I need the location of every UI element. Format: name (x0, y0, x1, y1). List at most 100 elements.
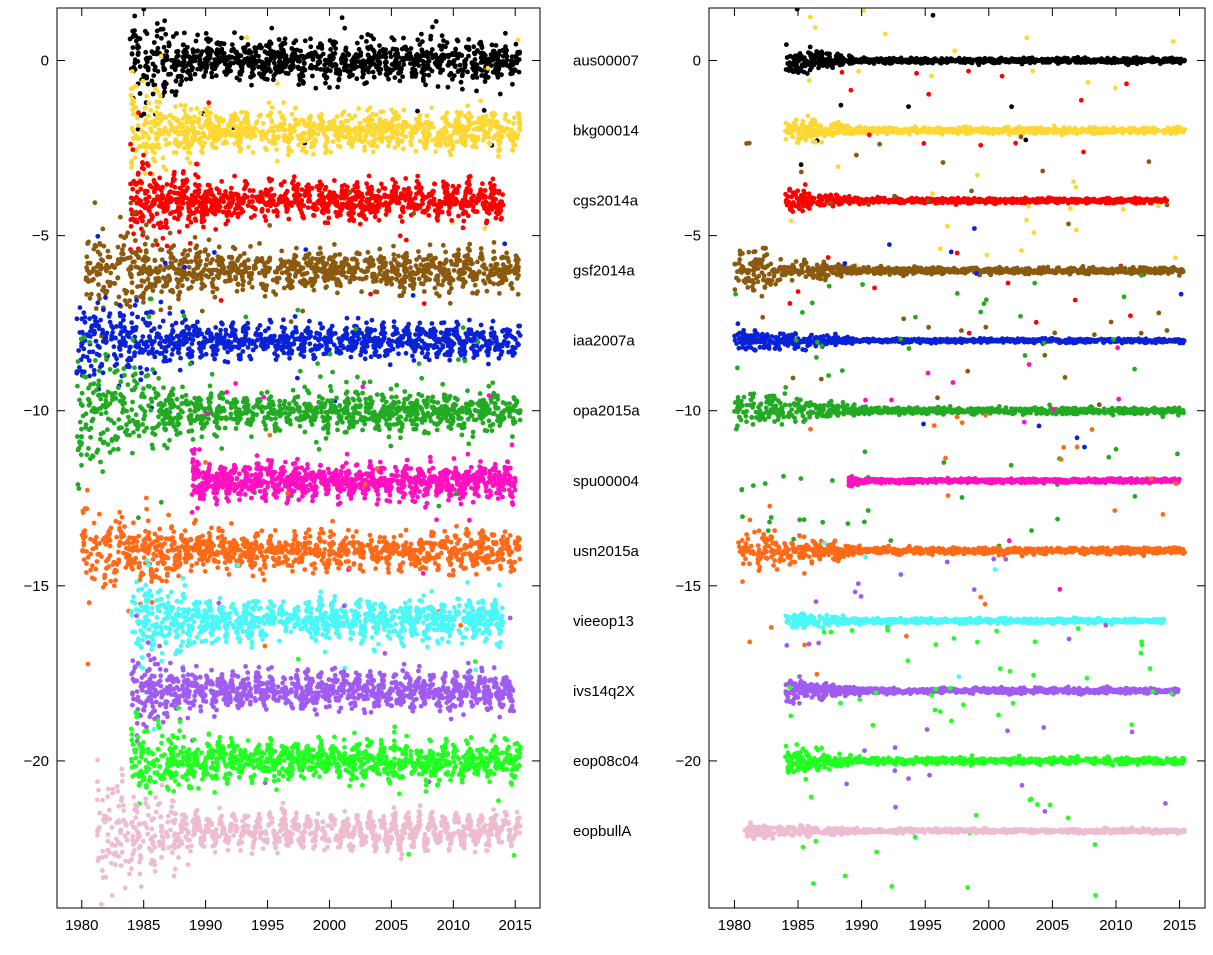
data-point (471, 44, 477, 50)
data-point (158, 299, 164, 305)
data-point (160, 131, 166, 137)
data-point (195, 263, 201, 269)
data-point (513, 41, 519, 47)
data-point (432, 181, 437, 187)
data-point (239, 68, 245, 74)
data-point (132, 259, 137, 265)
data-point (307, 199, 313, 204)
data-point (471, 193, 476, 199)
data-point (354, 76, 360, 82)
data-point (96, 282, 101, 287)
data-point (409, 74, 415, 79)
data-point (463, 57, 469, 63)
data-point (282, 36, 288, 42)
data-point (248, 58, 254, 64)
data-point (481, 271, 487, 277)
data-point (256, 194, 262, 199)
data-point (157, 175, 163, 181)
data-point (264, 56, 269, 62)
data-point (213, 113, 219, 119)
data-point (281, 262, 287, 268)
data-point (195, 32, 201, 38)
data-point (447, 205, 453, 211)
data-point (266, 61, 271, 67)
data-point (318, 200, 323, 206)
data-point (391, 252, 397, 257)
data-point (128, 141, 134, 147)
data-point (443, 260, 448, 265)
data-point (353, 52, 359, 57)
data-point (400, 128, 406, 133)
data-point (140, 160, 145, 165)
data-point (293, 253, 299, 259)
data-point (292, 314, 298, 319)
data-point (401, 107, 407, 113)
data-point (93, 306, 99, 311)
data-point (288, 67, 294, 73)
data-point (474, 273, 480, 279)
data-point (266, 100, 272, 105)
data-point (166, 43, 172, 49)
data-point (428, 33, 434, 39)
data-point (299, 70, 305, 75)
data-point (183, 76, 189, 82)
data-point (158, 307, 164, 313)
data-point (424, 49, 430, 55)
data-point (368, 191, 374, 197)
data-point (274, 213, 280, 219)
data-point (249, 194, 255, 199)
data-point (141, 152, 146, 158)
data-point (275, 265, 281, 271)
data-point (210, 202, 216, 208)
data-point (311, 123, 316, 129)
data-point (200, 281, 206, 287)
data-point (448, 152, 454, 158)
data-point (442, 125, 448, 131)
data-point (332, 252, 338, 258)
data-point (495, 281, 501, 287)
data-point (137, 365, 143, 370)
data-point (133, 238, 138, 243)
data-point (87, 295, 93, 301)
data-point (194, 276, 200, 282)
data-point (441, 38, 446, 43)
data-point (311, 276, 316, 282)
data-point (242, 48, 247, 54)
data-point (265, 113, 271, 118)
left-plot-points (74, 8, 523, 907)
data-point (487, 180, 493, 186)
data-point (153, 238, 159, 244)
data-point (355, 184, 360, 190)
data-point (495, 53, 501, 58)
data-point (444, 40, 450, 46)
data-point (435, 273, 441, 278)
data-point (276, 275, 282, 281)
data-point (495, 57, 501, 63)
data-point (474, 75, 480, 80)
data-point (342, 192, 347, 198)
data-point (345, 261, 350, 267)
data-point (210, 125, 216, 131)
data-point (487, 272, 493, 277)
data-point (396, 122, 401, 128)
data-point (119, 251, 124, 256)
data-point (502, 274, 508, 280)
data-point (496, 154, 501, 159)
data-point (133, 264, 139, 270)
data-point (258, 281, 264, 287)
data-point (85, 268, 90, 273)
data-point (128, 273, 134, 279)
data-point (391, 243, 396, 249)
data-point (150, 148, 156, 154)
data-point (478, 39, 484, 45)
data-point (271, 73, 277, 78)
data-point (324, 138, 330, 143)
data-point (212, 294, 218, 300)
data-point (517, 119, 523, 125)
data-point (384, 72, 390, 78)
data-point (276, 124, 282, 129)
data-point (245, 118, 250, 124)
data-point (216, 188, 222, 193)
data-point (398, 195, 404, 201)
data-point (300, 213, 306, 219)
